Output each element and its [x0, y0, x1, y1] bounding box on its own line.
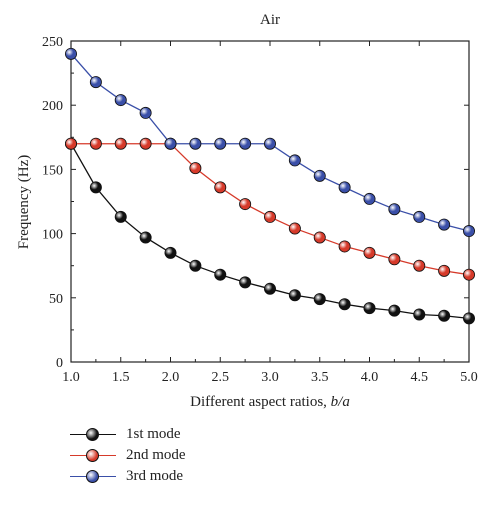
- data-point-3rd-mode: [139, 106, 152, 119]
- chart-title: Air: [260, 12, 280, 28]
- data-point-1st-mode: [413, 308, 426, 321]
- data-point-1st-mode: [288, 289, 301, 302]
- x-axis-label: Different aspect ratios, b/a: [190, 394, 350, 410]
- data-point-3rd-mode: [114, 94, 127, 107]
- y-tick-label: 250: [42, 35, 63, 50]
- y-tick-label: 200: [42, 99, 63, 114]
- x-axis-label-italic: b/a: [331, 394, 350, 410]
- data-point-1st-mode: [114, 210, 127, 223]
- y-tick-label: 50: [49, 292, 63, 307]
- data-point-1st-mode: [214, 268, 227, 281]
- legend-item-3rd-mode: 3rd mode: [70, 466, 270, 487]
- data-point-3rd-mode: [462, 225, 475, 238]
- data-point-3rd-mode: [438, 218, 451, 231]
- data-point-2nd-mode: [388, 253, 401, 266]
- x-tick-label: 1.5: [112, 370, 130, 385]
- data-point-2nd-mode: [89, 137, 102, 150]
- y-axis-label: Frequency (Hz): [16, 155, 32, 250]
- legend-marker-1st-mode: [86, 427, 99, 441]
- data-point-2nd-mode: [462, 268, 475, 281]
- x-tick-label: 3.5: [311, 370, 329, 385]
- data-point-2nd-mode: [239, 198, 252, 211]
- data-point-2nd-mode: [139, 137, 152, 150]
- data-point-3rd-mode: [388, 203, 401, 216]
- data-point-1st-mode: [239, 276, 252, 289]
- data-point-2nd-mode: [338, 240, 351, 253]
- series-points: [65, 47, 475, 325]
- data-point-3rd-mode: [189, 137, 202, 150]
- x-tick-label: 4.5: [411, 370, 429, 385]
- legend-item-2nd-mode: 2nd mode: [70, 445, 270, 466]
- data-point-3rd-mode: [413, 210, 426, 223]
- data-point-3rd-mode: [338, 181, 351, 194]
- data-point-1st-mode: [388, 304, 401, 317]
- y-tick-label: 0: [56, 356, 63, 371]
- data-point-3rd-mode: [89, 76, 102, 89]
- data-point-1st-mode: [313, 293, 326, 306]
- plot-frame: [70, 40, 470, 363]
- data-point-3rd-mode: [239, 137, 252, 150]
- x-tick-label: 5.0: [460, 370, 478, 385]
- x-axis-label-prefix: Different aspect ratios,: [190, 394, 331, 410]
- ticks: 1.0 1.5 2.0 2.5 3.0 3.5 4.0 4.5 5.0 0 50 100 150 200 2…: [42, 35, 478, 385]
- y-tick-label: 150: [42, 163, 63, 178]
- data-point-2nd-mode: [214, 181, 227, 194]
- y-tick-label: 100: [42, 228, 63, 243]
- data-point-1st-mode: [189, 259, 202, 272]
- data-point-3rd-mode: [288, 154, 301, 167]
- x-tick-label: 3.0: [261, 370, 279, 385]
- legend: 1st mode 2nd mode 3rd mode: [70, 424, 270, 487]
- data-point-1st-mode: [462, 312, 475, 325]
- legend-swatch-1st-mode: [70, 427, 116, 443]
- legend-marker-3rd-mode: [86, 469, 99, 483]
- legend-marker-2nd-mode: [86, 448, 99, 462]
- x-tick-label: 4.0: [361, 370, 379, 385]
- series-line-2nd-mode: [71, 143, 470, 276]
- legend-item-1st-mode: 1st mode: [70, 424, 270, 445]
- x-tick-label: 2.0: [162, 370, 180, 385]
- legend-label-2nd-mode: 2nd mode: [126, 447, 186, 463]
- data-point-3rd-mode: [214, 137, 227, 150]
- legend-label-1st-mode: 1st mode: [126, 426, 181, 442]
- data-point-1st-mode: [363, 302, 376, 315]
- data-point-2nd-mode: [413, 259, 426, 272]
- data-point-1st-mode: [263, 282, 276, 295]
- data-point-3rd-mode: [65, 47, 78, 60]
- axes-frame: [70, 40, 470, 363]
- data-point-1st-mode: [438, 309, 451, 322]
- data-point-3rd-mode: [363, 192, 376, 205]
- x-tick-label: 1.0: [62, 370, 80, 385]
- series-lines: [70, 53, 470, 319]
- data-point-2nd-mode: [363, 246, 376, 259]
- data-point-3rd-mode: [263, 137, 276, 150]
- data-point-1st-mode: [139, 231, 152, 244]
- data-point-3rd-mode: [313, 169, 326, 182]
- data-point-2nd-mode: [114, 137, 127, 150]
- data-point-1st-mode: [338, 298, 351, 311]
- legend-swatch-3rd-mode: [70, 469, 116, 485]
- data-point-1st-mode: [89, 181, 102, 194]
- data-point-1st-mode: [164, 246, 177, 259]
- legend-label-3rd-mode: 3rd mode: [126, 468, 184, 484]
- data-point-2nd-mode: [438, 264, 451, 277]
- legend-swatch-2nd-mode: [70, 448, 116, 464]
- data-point-2nd-mode: [263, 210, 276, 223]
- data-point-2nd-mode: [288, 222, 301, 235]
- data-point-2nd-mode: [189, 162, 202, 175]
- x-tick-label: 2.5: [212, 370, 230, 385]
- data-point-3rd-mode: [164, 137, 177, 150]
- data-point-2nd-mode: [65, 137, 78, 150]
- data-point-2nd-mode: [313, 231, 326, 244]
